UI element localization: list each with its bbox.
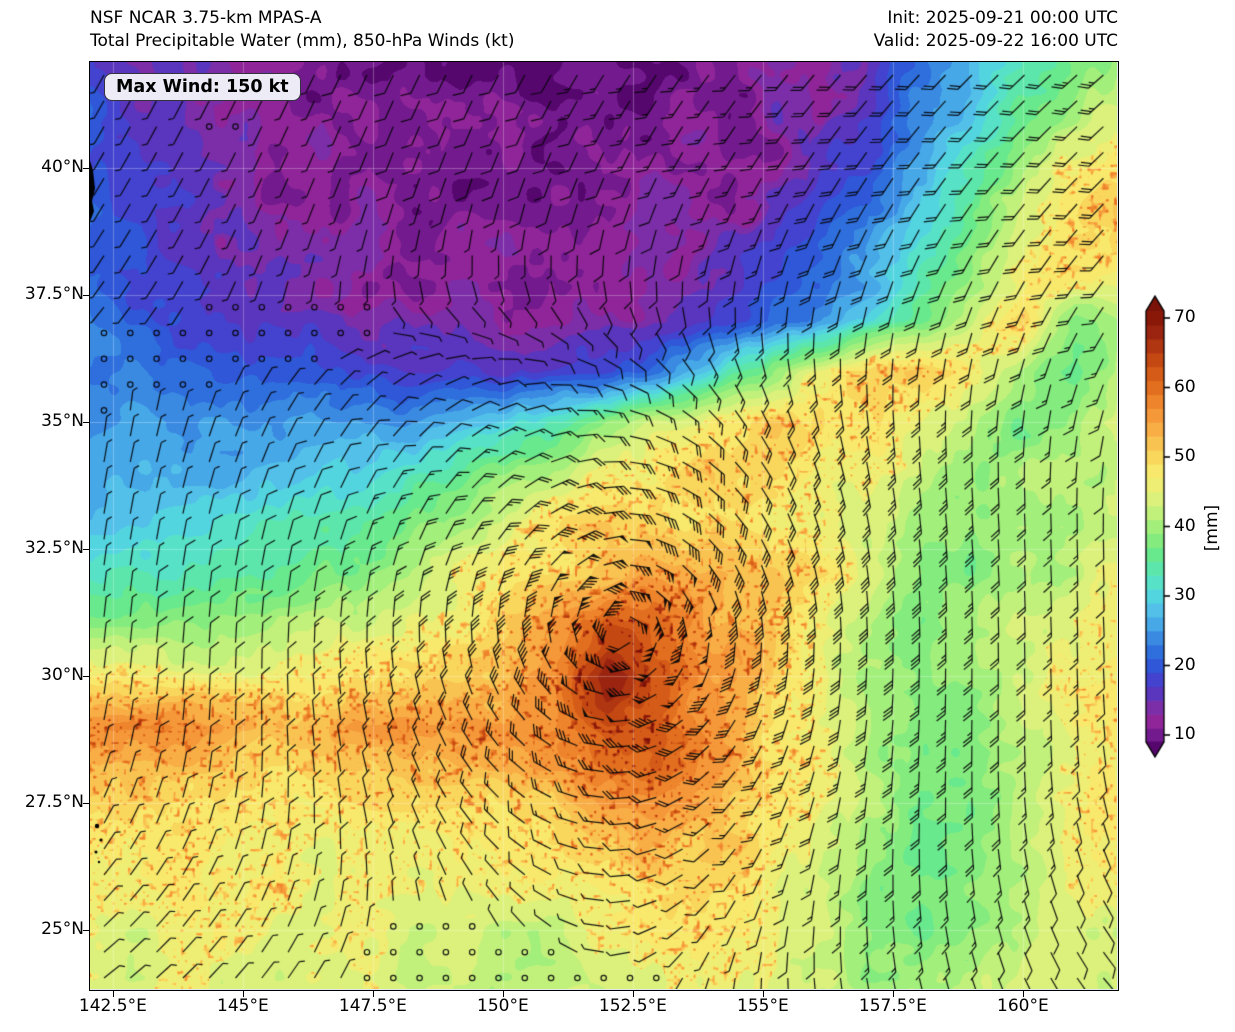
y-axis-tick-label: 32.5°N: [24, 537, 84, 558]
y-axis-tick-label: 27.5°N: [24, 791, 84, 812]
x-axis-tick-mark: [502, 991, 504, 997]
x-axis-tick-label: 152.5°E: [598, 996, 667, 1016]
x-axis-tick-mark: [892, 991, 894, 997]
y-axis-tick-label: 35°N: [41, 410, 84, 431]
valid-time: Valid: 2025-09-22 16:00 UTC: [873, 31, 1118, 51]
y-axis-tick-mark: [83, 168, 89, 170]
x-axis-tick-mark: [372, 991, 374, 997]
colorbar-tick-label: 70: [1174, 307, 1196, 327]
tpw-wind-map-canvas: [90, 62, 1117, 989]
x-axis-tick-label: 142.5°E: [78, 996, 147, 1016]
y-axis-tick-mark: [83, 548, 89, 550]
x-axis-tick-mark: [762, 991, 764, 997]
field-title: Total Precipitable Water (mm), 850-hPa W…: [90, 31, 515, 51]
y-axis-tick-mark: [83, 929, 89, 931]
y-axis-tick-label: 40°N: [41, 157, 84, 178]
y-axis-tick-label: 30°N: [41, 664, 84, 685]
model-title: NSF NCAR 3.75-km MPAS-A: [90, 8, 322, 28]
y-axis-tick-mark: [83, 802, 89, 804]
colorbar-canvas: [1138, 286, 1210, 772]
colorbar-tick-label: 50: [1174, 446, 1196, 466]
y-axis-tick-mark: [83, 421, 89, 423]
init-time: Init: 2025-09-21 00:00 UTC: [887, 8, 1118, 28]
x-axis-tick-label: 150°E: [477, 996, 529, 1016]
x-axis-tick-mark: [242, 991, 244, 997]
colorbar-tick-label: 20: [1174, 654, 1196, 675]
max-wind-badge: Max Wind: 150 kt: [104, 73, 301, 101]
x-axis-tick-label: 160°E: [997, 996, 1049, 1016]
y-axis-tick-label: 37.5°N: [24, 284, 84, 305]
colorbar-tick-label: 40: [1174, 515, 1196, 536]
y-axis-tick-mark: [83, 675, 89, 677]
x-axis-tick-label: 155°E: [737, 996, 789, 1016]
x-axis-tick-mark: [112, 991, 114, 997]
x-axis-tick-mark: [1022, 991, 1024, 997]
x-axis-tick-mark: [632, 991, 634, 997]
map-plot-area: [89, 61, 1119, 991]
x-axis-tick-label: 145°E: [217, 996, 269, 1016]
y-axis-tick-mark: [83, 295, 89, 297]
colorbar-tick-label: 10: [1174, 724, 1196, 744]
y-axis-tick-label: 25°N: [41, 918, 84, 939]
colorbar-tick-label: 60: [1174, 376, 1196, 397]
x-axis-tick-label: 147.5°E: [338, 996, 407, 1016]
colorbar-tick-label: 30: [1174, 585, 1196, 605]
x-axis-tick-label: 157.5°E: [858, 996, 927, 1016]
